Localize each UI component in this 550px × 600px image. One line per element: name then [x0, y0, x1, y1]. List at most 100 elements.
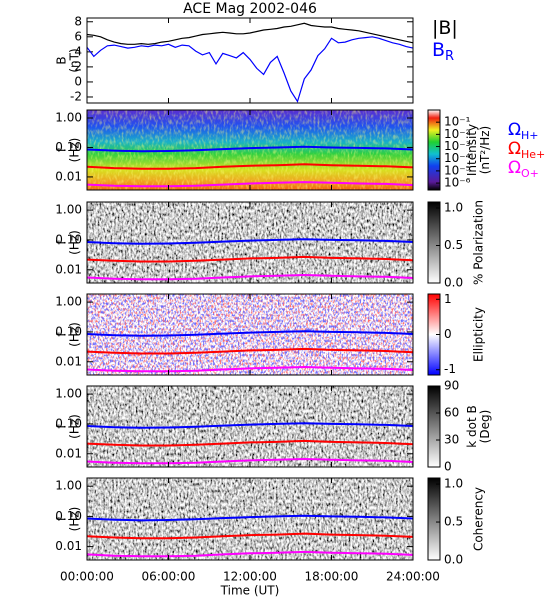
colorbar-tick-label: 10⁻¹: [444, 115, 471, 129]
legend-label: ΩO+: [508, 158, 539, 180]
spectrogram-texture: [87, 110, 413, 190]
colorbar: [427, 201, 441, 284]
colorbar-label: Coherency: [472, 487, 486, 551]
y-axis-label: (nT): [68, 48, 82, 72]
y-tick-label: 1.00: [55, 387, 82, 401]
y-tick-label: 0.01: [55, 262, 82, 276]
y-tick-label: 6: [74, 29, 82, 43]
colorbar-label: (nT²/Hz): [478, 126, 492, 174]
y-tick-label: 0.10: [55, 324, 82, 338]
y-axis-label: f: [55, 240, 69, 245]
colorbar: [427, 385, 441, 468]
y-axis-label: f: [55, 332, 69, 337]
colorbar: [427, 477, 441, 561]
y-tick-label: 4: [74, 44, 82, 58]
x-axis-label: Time (UT): [220, 584, 280, 598]
colorbar-tick-label: 0.5: [444, 238, 463, 252]
y-tick-label: 0.10: [55, 232, 82, 246]
y-axis-label: (Hz): [68, 414, 82, 439]
colorbar: [427, 109, 441, 191]
gyrofrequency-line: [86, 365, 414, 373]
spectrogram-image: [87, 478, 413, 560]
gyrofrequency-line: [86, 181, 414, 188]
y-tick-label: 0.01: [55, 539, 82, 553]
y-tick-label: 1.00: [55, 479, 82, 493]
colorbar-tick-label: 0: [444, 460, 452, 474]
y-tick-label: 1.00: [55, 111, 82, 125]
y-tick-label: -2: [70, 89, 82, 103]
colorbar-tick-label: 10⁻²: [444, 127, 471, 141]
x-tick-label: 24:00:00: [386, 570, 440, 584]
colorbar-label: k dot B: [465, 405, 479, 447]
gyrofrequency-line: [86, 514, 414, 522]
x-tick-label: 00:00:00: [60, 570, 114, 584]
colorbar-tick-label: 90: [444, 379, 459, 393]
legend-name: Ω: [508, 120, 521, 140]
y-tick-label: 0.01: [55, 354, 82, 368]
gyrofrequency-line: [86, 457, 414, 465]
colorbar-tick-label: 60: [444, 406, 459, 420]
legend-name: Ω: [508, 139, 521, 159]
legend-subscript: H+: [521, 129, 539, 142]
gyrofrequency-line: [86, 532, 414, 540]
spectrogram-texture: [87, 294, 413, 375]
y-tick-label: 0.10: [55, 140, 82, 154]
plot-frame: [86, 17, 414, 104]
legend-label: BR: [432, 39, 454, 64]
gyrofrequency-line: [86, 163, 414, 170]
colorbar-label: Ellipticity: [472, 307, 486, 362]
colorbar-tick-label: -1: [444, 362, 456, 376]
y-tick-label: 0.01: [55, 169, 82, 183]
y-tick-label: 0: [74, 74, 82, 88]
gyrofrequency-line: [86, 422, 414, 429]
gyrofrequency-line: [86, 347, 414, 355]
colorbar-tick-label: 0.5: [444, 515, 463, 529]
colorbar-label: % Polarization: [472, 200, 486, 285]
colorbar-tick-label: 10⁻³: [444, 139, 471, 153]
colorbar-tick-label: 1.0: [444, 477, 463, 491]
y-tick-label: 0.10: [55, 509, 82, 523]
chart-title: ACE Mag 2002-046: [183, 1, 317, 17]
legend-name: B: [432, 39, 445, 61]
y-tick-label: 0.01: [55, 446, 82, 460]
y-axis-label: (Hz): [68, 322, 82, 347]
series-line: [86, 22, 414, 45]
x-tick-label: 12:00:00: [223, 570, 277, 584]
spectrogram-image: [87, 202, 413, 283]
gyrofrequency-line: [86, 145, 414, 153]
gyrofrequency-line: [86, 255, 414, 263]
gyrofrequency-line: [86, 330, 414, 337]
legend-name: Ω: [508, 158, 521, 178]
colorbar-tick-label: 10⁻⁵: [444, 163, 471, 177]
y-tick-label: 2: [74, 59, 82, 73]
x-tick-label: 18:00:00: [305, 570, 359, 584]
y-axis-label: B: [55, 56, 69, 64]
colorbar-tick-label: 0.0: [444, 276, 463, 290]
colorbar-tick-label: 10⁻⁶: [444, 176, 471, 190]
y-axis-label: (Hz): [68, 230, 82, 255]
colorbar-label: (Deg): [478, 410, 492, 444]
legend-subscript: O+: [521, 167, 539, 180]
y-tick-label: 1.00: [55, 203, 82, 217]
colorbar-tick-label: 30: [444, 433, 459, 447]
y-axis-label: f: [55, 516, 69, 521]
y-axis-label: f: [55, 147, 69, 152]
y-axis-label: f: [55, 424, 69, 429]
legend-subscript: He+: [521, 148, 545, 161]
gyrofrequency-line: [86, 238, 414, 245]
legend-name: |B|: [432, 17, 458, 39]
y-tick-label: 0.10: [55, 416, 82, 430]
colorbar-tick-label: 0.0: [444, 553, 463, 567]
y-tick-label: 8: [74, 14, 82, 28]
x-tick-label: 06:00:00: [142, 570, 196, 584]
spectrogram-image: [87, 386, 413, 467]
colorbar-tick-label: 1: [444, 292, 452, 306]
series-line: [86, 36, 414, 103]
colorbar-tick-label: 1.0: [444, 201, 463, 215]
legend-label: ΩH+: [508, 120, 539, 142]
y-tick-label: 1.00: [55, 295, 82, 309]
y-axis-label: (Hz): [68, 138, 82, 163]
colorbar-tick-label: 10⁻⁴: [444, 151, 471, 165]
legend-label: ΩHe+: [508, 139, 545, 161]
